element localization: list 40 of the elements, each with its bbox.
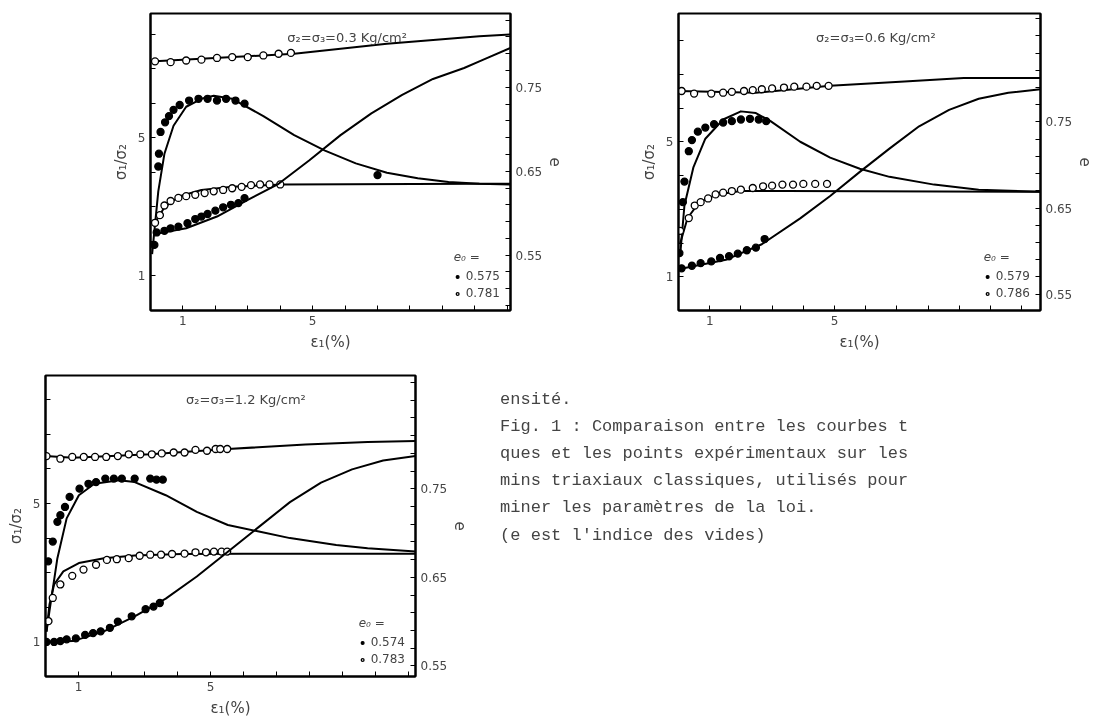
annotation: σ₂=σ₃=0.3 Kg/cm² — [287, 29, 407, 45]
y2-tick-label: 0.75 — [515, 80, 543, 95]
caption: Fig. 1 : Comparaison entre les courbes t — [500, 417, 909, 437]
legend-title: e₀ = — [453, 250, 481, 264]
legend-title: e₀ = — [983, 250, 1011, 264]
text: miner les paramètres de la loi. — [500, 498, 817, 518]
y2-tick-label: 0.65 — [1045, 201, 1073, 216]
x-axis-title: ε₁(%) — [310, 332, 351, 351]
x-tick-label: 5 — [830, 313, 839, 328]
text: ques et les points expérimentaux sur les — [500, 444, 909, 464]
legend-label: 0.579 — [995, 269, 1030, 283]
y-axis-title: σ₁/σ₂ — [6, 507, 25, 545]
legend-label: 0.781 — [465, 286, 500, 300]
y2-axis-title: e — [451, 521, 470, 531]
x-tick-label: 5 — [308, 313, 317, 328]
y-axis-title: σ₁/σ₂ — [111, 143, 130, 181]
y2-tick-label: 0.75 — [420, 482, 448, 497]
text: mins triaxiaux classiques, utilisés pour — [500, 471, 909, 491]
y2-tick-label: 0.55 — [515, 248, 543, 263]
y2-tick-label: 0.55 — [420, 659, 448, 674]
x-axis-title: ε₁(%) — [210, 698, 251, 717]
text: (e est l'indice des vides) — [500, 525, 766, 545]
legend-label: 0.574 — [370, 635, 405, 649]
x-axis-title: ε₁(%) — [839, 332, 880, 351]
y2-tick-label: 0.75 — [1045, 115, 1073, 130]
x-tick-label: 1 — [179, 313, 187, 328]
y-axis-title: σ₁/σ₂ — [639, 143, 658, 181]
y2-axis-title: e — [546, 157, 565, 167]
annotation: σ₂=σ₃=1.2 Kg/cm² — [186, 392, 306, 408]
annotation: σ₂=σ₃=0.6 Kg/cm² — [816, 29, 936, 45]
text: ensité. — [500, 390, 572, 410]
y2-tick-label: 0.55 — [1045, 287, 1073, 302]
x-tick-label: 1 — [705, 313, 714, 328]
legend-label: 0.575 — [465, 269, 500, 283]
legend-title: e₀ = — [358, 616, 386, 630]
y2-tick-label: 0.65 — [420, 570, 448, 585]
legend-label: 0.783 — [370, 652, 405, 666]
y2-tick-label: 0.65 — [515, 164, 543, 179]
legend-label: 0.786 — [995, 286, 1030, 300]
y2-axis-title: e — [1076, 157, 1095, 167]
